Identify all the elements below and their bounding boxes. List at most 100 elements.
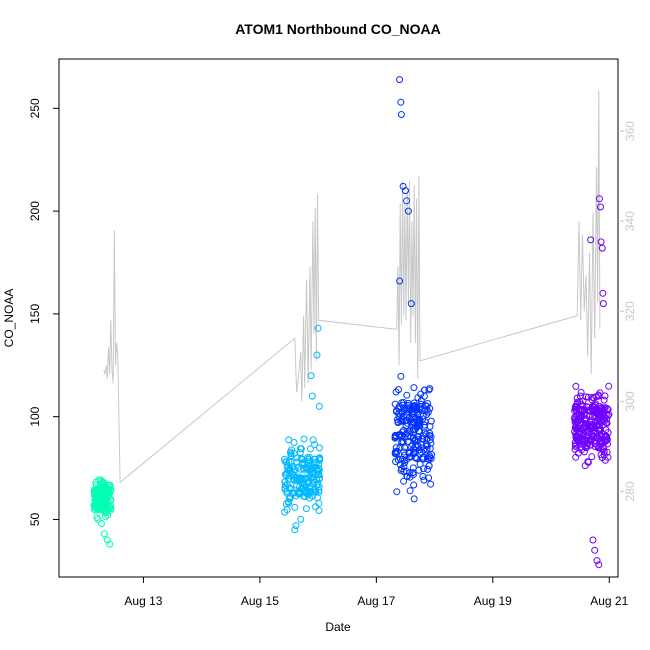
data-point (401, 451, 408, 459)
plot-border (58, 58, 619, 578)
data-point (100, 479, 108, 487)
data-point (420, 476, 428, 484)
data-point (595, 391, 602, 399)
data-point (285, 475, 292, 483)
data-point (595, 195, 603, 203)
data-point (409, 464, 417, 472)
data-point (589, 536, 597, 544)
data-point (427, 417, 435, 425)
data-point (105, 505, 112, 513)
data-point (302, 464, 310, 472)
data-point (316, 454, 324, 462)
data-point (572, 418, 580, 426)
data-point (579, 402, 587, 410)
y2-axis: 280 300 320 340 360 (618, 121, 637, 501)
data-point (571, 405, 579, 413)
series-group (571, 195, 613, 569)
data-point (104, 487, 112, 495)
data-point (392, 431, 400, 439)
data-point (407, 416, 415, 424)
data-point (572, 432, 580, 440)
data-point (577, 407, 585, 415)
data-point (592, 400, 599, 408)
data-point (402, 187, 409, 195)
data-point (577, 414, 585, 422)
data-point (294, 476, 302, 484)
data-point (572, 421, 580, 429)
data-point (404, 401, 412, 409)
data-point (310, 459, 318, 466)
data-point (93, 514, 101, 522)
data-point (604, 412, 612, 420)
data-point (309, 436, 317, 444)
data-point (420, 465, 427, 473)
data-point (286, 495, 294, 503)
data-point (584, 393, 592, 401)
data-point (392, 458, 400, 466)
data-point (420, 455, 427, 463)
data-point (296, 449, 304, 457)
data-point (287, 450, 295, 458)
data-point (599, 300, 607, 308)
y-tick-label: 150 (28, 304, 42, 324)
data-point (313, 351, 321, 359)
data-point (413, 455, 421, 463)
data-point (91, 487, 99, 495)
data-point (307, 445, 314, 453)
data-point (295, 463, 303, 471)
data-point (293, 458, 301, 466)
data-point (416, 421, 424, 429)
data-point (426, 436, 434, 444)
data-point (406, 487, 414, 495)
data-point (300, 435, 308, 443)
data-point (396, 402, 403, 410)
data-point (425, 386, 433, 394)
data-point (401, 459, 409, 467)
data-point (283, 480, 291, 488)
data-point (307, 372, 315, 380)
data-point (417, 397, 425, 405)
data-point (100, 530, 108, 538)
x-tick-label: Aug 19 (474, 594, 512, 608)
data-point (602, 437, 610, 445)
data-point (593, 422, 601, 429)
data-point (403, 405, 411, 413)
x-axis: Aug 13 Aug 15 Aug 17 Aug 19 Aug 21 (124, 577, 629, 608)
data-point (416, 460, 424, 468)
y-axis-title: CO_NOAA (2, 289, 16, 348)
data-point (420, 386, 428, 394)
data-point (601, 405, 608, 413)
data-point (285, 436, 293, 444)
data-point (574, 449, 582, 457)
data-point (403, 473, 411, 480)
data-point (427, 455, 435, 463)
data-point (410, 481, 418, 489)
data-point (587, 435, 595, 443)
data-point (574, 398, 581, 406)
data-point (410, 495, 418, 503)
y-tick-label: 50 (28, 512, 42, 526)
series-group (281, 324, 324, 534)
data-point (300, 483, 308, 491)
data-point (595, 426, 603, 434)
data-point (400, 477, 408, 485)
data-point (94, 506, 102, 513)
y-tick-label: 250 (28, 98, 42, 118)
data-point (594, 442, 602, 450)
data-point (397, 372, 405, 380)
data-point (291, 503, 299, 511)
data-point (423, 455, 431, 462)
data-point (399, 438, 407, 446)
data-point (281, 508, 289, 516)
data-point (424, 465, 432, 473)
data-point (400, 448, 408, 456)
data-point (287, 452, 295, 460)
y2-tick-label: 340 (623, 211, 637, 231)
data-point (577, 388, 585, 396)
data-point (395, 412, 403, 420)
data-point (393, 447, 401, 455)
data-point (410, 426, 418, 434)
data-point (314, 494, 321, 502)
data-point (427, 439, 435, 447)
